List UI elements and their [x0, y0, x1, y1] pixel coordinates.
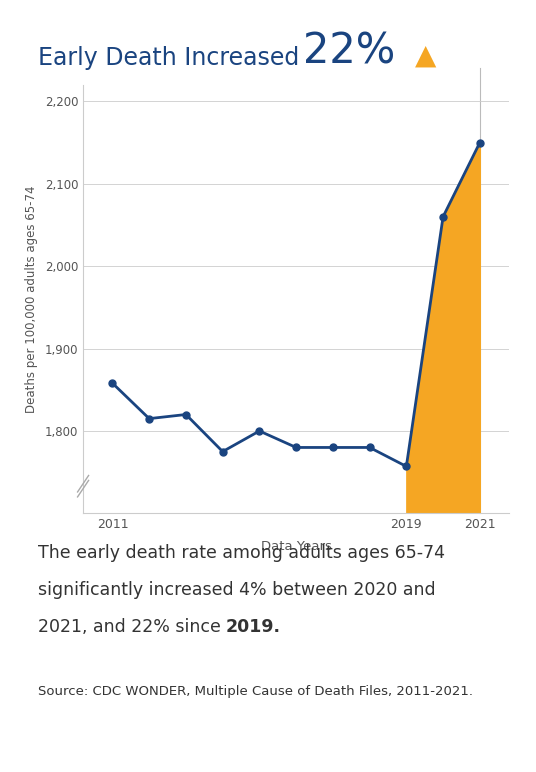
Text: ▲: ▲	[415, 42, 437, 69]
Y-axis label: Deaths per 100,000 adults ages 65-74: Deaths per 100,000 adults ages 65-74	[25, 185, 38, 413]
Text: 22%: 22%	[303, 31, 395, 73]
Text: significantly increased 4% between 2020 and: significantly increased 4% between 2020 …	[38, 581, 435, 599]
Text: The early death rate among adults ages 65-74: The early death rate among adults ages 6…	[38, 544, 444, 562]
Text: Early Death Increased: Early Death Increased	[38, 46, 306, 70]
X-axis label: Data Years: Data Years	[260, 540, 332, 553]
Text: 2021, and 22% since: 2021, and 22% since	[38, 618, 226, 636]
Text: 2019.: 2019.	[226, 618, 281, 636]
Text: Source: CDC WONDER, Multiple Cause of Death Files, 2011-2021.: Source: CDC WONDER, Multiple Cause of De…	[38, 685, 473, 698]
